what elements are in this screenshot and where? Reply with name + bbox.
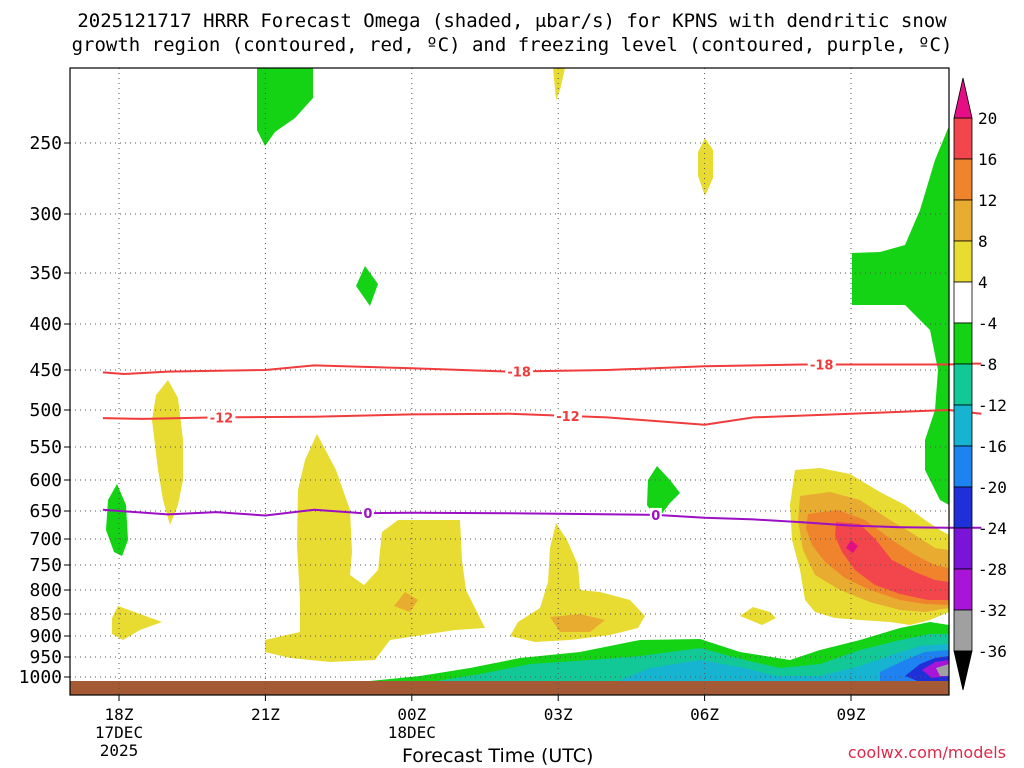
colorbar-bin--12-to--8 [953, 363, 973, 406]
ytick-label-550: 550 [29, 437, 62, 458]
ytick-label-800: 800 [29, 580, 62, 601]
colorbar-label--16: -16 [978, 437, 1007, 456]
contour-label-bg-dendritic_-18C-0 [505, 364, 534, 379]
omega-area-pos-mid-d [510, 523, 645, 642]
omega-area-neg-mid-a [356, 266, 378, 306]
plot-frame [69, 67, 950, 696]
chart-title-line2: growth region (contoured, red, ºC) and f… [71, 34, 953, 56]
colorbar-bin--20-to--16 [953, 445, 973, 488]
colorbar-label--24: -24 [978, 519, 1007, 538]
colorbar-bin--28-to--24 [953, 527, 973, 570]
omega-area-pos-right-20 [846, 540, 858, 553]
colorbar-label--28: -28 [978, 560, 1007, 579]
omega-area-neg-low-32 [936, 664, 949, 676]
contour-label-bg-dendritic_-18C-1 [807, 357, 836, 372]
ytick-label-350: 350 [29, 263, 62, 284]
colorbar-label-12: 12 [978, 191, 997, 210]
omega-area-neg-low-16 [620, 644, 949, 687]
ytick-label-500: 500 [29, 400, 62, 421]
ytick-label-600: 600 [29, 470, 62, 491]
contour-label-dendritic_-18C-0: -18 [507, 365, 531, 380]
ytick-label-650: 650 [29, 501, 62, 522]
omega-area-neg-low-12 [430, 634, 949, 687]
colorbar-label--4: -4 [978, 314, 997, 333]
temperature-contours: -18 -18 -12 -12 0 0 [102, 357, 982, 529]
omega-area-neg-right [852, 126, 949, 505]
contour-label-freezing_level_0C-1: 0 [651, 509, 660, 524]
xtick-label-18Z: 18Z [105, 705, 134, 724]
colorbar-label--20: -20 [978, 478, 1007, 497]
omega-area-pos-mid-c [394, 592, 418, 612]
colorbar-bin-8-to-12 [953, 199, 973, 242]
terrain-below-surface [70, 681, 949, 695]
colorbar-label--36: -36 [978, 642, 1007, 661]
colorbar-bin-4-to-8 [953, 240, 973, 283]
colorbar: 20 16 12 8 4 -4 -8 -12 -16 -20 -24 -28 -32 -36 [953, 77, 1007, 691]
ytick-label-700: 700 [29, 529, 62, 550]
omega-area-pos-mid-a [152, 380, 183, 525]
omega-area-pos-low-a [112, 606, 162, 640]
colorbar-bin--16-to--12 [953, 404, 973, 447]
omega-area-pos-upper-a [553, 68, 565, 100]
colorbar-label--12: -12 [978, 396, 1007, 415]
colorbar-bin--4-to-4 [953, 281, 973, 324]
omega-shading [70, 68, 949, 695]
colorbar-label-16: 16 [978, 150, 997, 169]
colorbar-label-8: 8 [978, 232, 988, 251]
colorbar-bin--36-to--32 [953, 609, 973, 652]
colorbar-bin--32-to--28 [953, 568, 973, 611]
xtick-sublabel-00Z: 18DEC [388, 723, 436, 742]
omega-area-neg-upper [257, 68, 313, 146]
xtick-label-21Z: 21Z [251, 705, 280, 724]
contour-label-bg-dendritic_-12C-1 [553, 408, 582, 423]
omega-area-neg-mid-b [106, 484, 128, 556]
colorbar-bin--24-to--20 [953, 486, 973, 529]
ytick-label-250: 250 [29, 133, 62, 154]
site-credit: coolwx.com/models [847, 743, 1006, 762]
colorbar-label-20: 20 [978, 109, 997, 128]
colorbar-bin-12-to-16 [953, 158, 973, 201]
colorbar-bin-16-to-20 [953, 117, 973, 160]
colorbar-over-arrow [953, 77, 973, 119]
contour-label-bg-freezing_level_0C-1 [649, 507, 662, 522]
chart-title-line1: 2025121717 HRRR Forecast Omega (shaded, … [77, 10, 947, 32]
contour-freezing_level_0C [102, 508, 982, 529]
omega-area-pos-mid-e [550, 614, 605, 632]
contour-label-freezing_level_0C-0: 0 [363, 507, 372, 522]
ytick-label-400: 400 [29, 314, 62, 335]
contour-label-bg-dendritic_-12C-0 [207, 410, 236, 425]
omega-area-pos-low-b [740, 607, 776, 625]
ytick-label-1000: 1000 [19, 667, 62, 688]
xtick-sublabel2-18Z: 2025 [100, 741, 139, 760]
colorbar-label--32: -32 [978, 601, 1007, 620]
omega-area-pos-right-16 [835, 522, 949, 600]
contour-label-dendritic_-12C-0: -12 [210, 411, 234, 426]
ytick-label-750: 750 [29, 555, 62, 576]
xtick-label-06Z: 06Z [690, 705, 719, 724]
xtick-sublabel-18Z: 17DEC [95, 723, 143, 742]
colorbar-bin--8-to--4 [953, 322, 973, 365]
ytick-label-850: 850 [29, 604, 62, 625]
colorbar-label-4: 4 [978, 273, 988, 292]
omega-area-pos-mid-b [265, 434, 485, 662]
xtick-label-03Z: 03Z [544, 705, 573, 724]
ytick-label-900: 900 [29, 626, 62, 647]
y-axis-ticks: 2503003504004505005506006507007508008509… [19, 133, 70, 688]
xtick-label-00Z: 00Z [397, 705, 426, 724]
contour-label-bg-freezing_level_0C-0 [361, 506, 374, 521]
xtick-label-09Z: 09Z [837, 705, 866, 724]
contour-label-dendritic_-18C-1: -18 [810, 358, 834, 373]
colorbar-under-arrow [953, 650, 973, 691]
ytick-label-450: 450 [29, 360, 62, 381]
contour-label-dendritic_-12C-1: -12 [556, 410, 580, 425]
ytick-label-950: 950 [29, 647, 62, 668]
omega-area-pos-upper-b [698, 138, 713, 196]
ytick-label-300: 300 [29, 204, 62, 225]
contour-dendritic_-18C [102, 362, 982, 376]
x-axis-title: Forecast Time (UTC) [402, 745, 594, 767]
colorbar-label--8: -8 [978, 355, 997, 374]
